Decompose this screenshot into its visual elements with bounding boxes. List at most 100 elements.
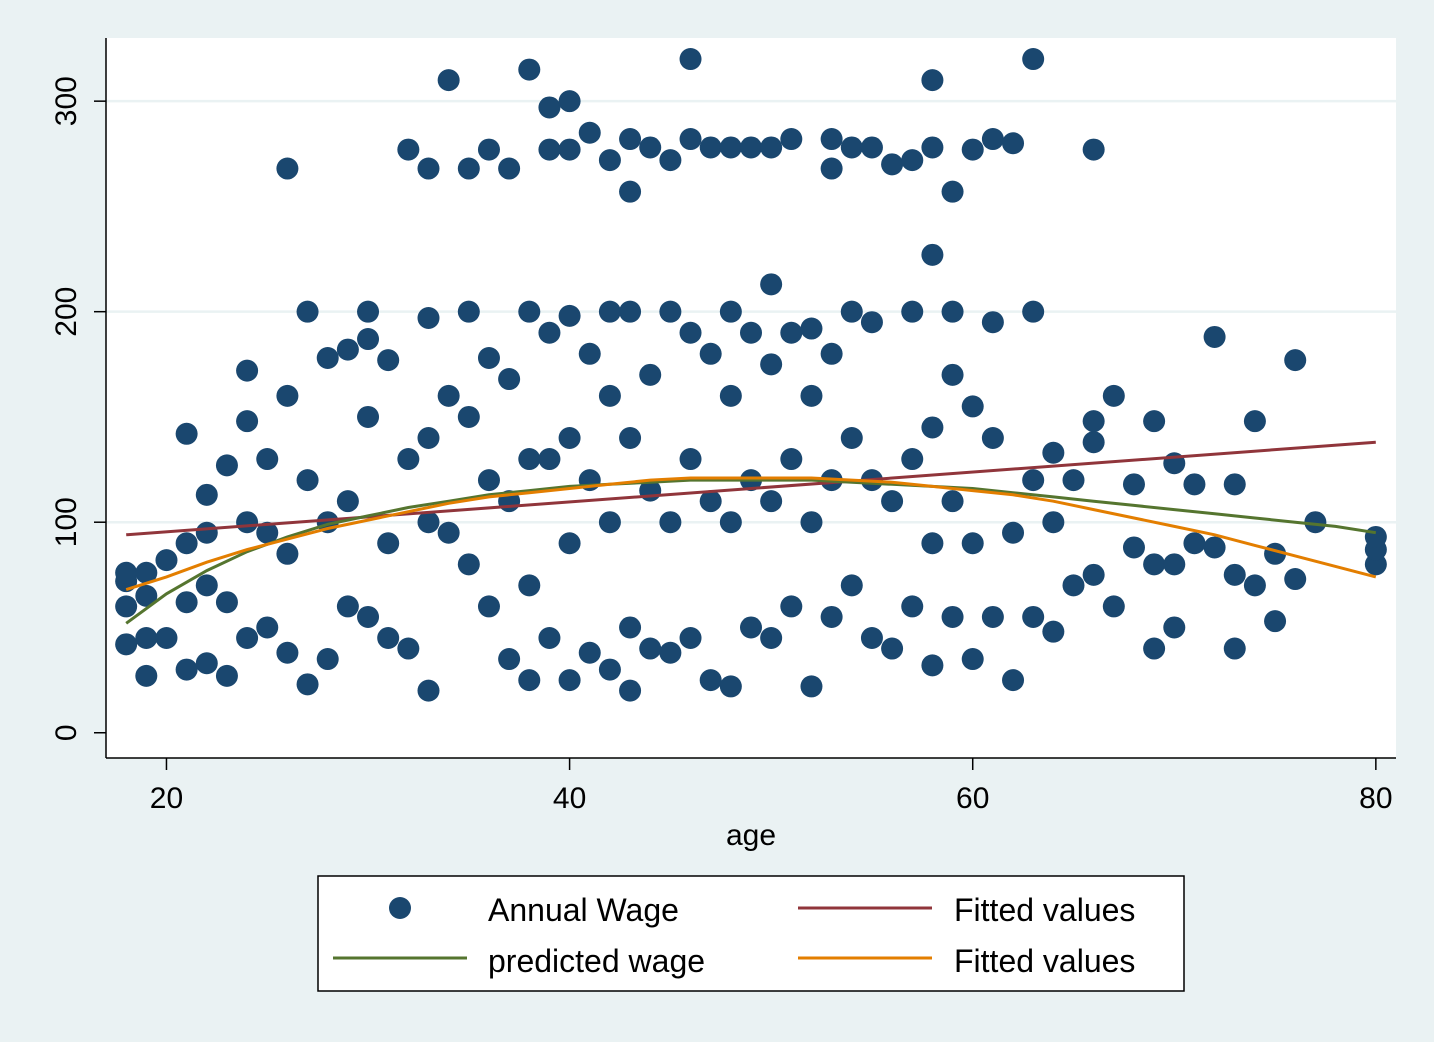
scatter-point xyxy=(377,532,400,555)
scatter-point xyxy=(961,138,984,161)
scatter-point xyxy=(397,138,420,161)
fitted-linear-line xyxy=(126,440,1376,537)
scatter-point xyxy=(175,532,198,555)
scatter-point xyxy=(820,128,843,151)
scatter-point xyxy=(578,121,601,144)
scatter-point xyxy=(699,669,722,692)
scatter-point xyxy=(800,675,823,698)
scatter-point xyxy=(780,128,803,151)
scatter-point xyxy=(921,69,944,92)
scatter-point xyxy=(961,648,984,671)
scatter-point xyxy=(941,300,964,323)
y-axis-ticks: 0 100 200 300 xyxy=(50,76,106,741)
scatter-point xyxy=(679,321,702,344)
scatter-point xyxy=(1304,511,1327,534)
scatter-point xyxy=(981,605,1004,628)
scatter-point xyxy=(1243,410,1266,433)
scatter-point xyxy=(1122,473,1145,496)
scatter-point xyxy=(1122,536,1145,559)
scatter-point xyxy=(760,353,783,376)
scatter-point xyxy=(860,136,883,159)
scatter-point xyxy=(901,149,924,172)
scatter-point xyxy=(498,368,521,391)
scatter-point xyxy=(1082,563,1105,586)
scatter-point xyxy=(518,58,541,81)
y-tick-label: 0 xyxy=(50,724,83,741)
scatter-point xyxy=(417,511,440,534)
scatter-point xyxy=(800,511,823,534)
scatter-point xyxy=(135,561,158,584)
scatter-point xyxy=(719,300,742,323)
scatter-point xyxy=(236,511,259,534)
scatter-point xyxy=(357,405,380,428)
x-tick-label: 80 xyxy=(1359,782,1392,815)
scatter-point xyxy=(760,627,783,649)
legend: Annual Wage Fitted values predicted wage… xyxy=(317,875,1185,992)
scatter-point xyxy=(1022,605,1045,628)
axes xyxy=(105,38,1396,759)
legend-label-fitted-quadratic: Fitted values xyxy=(954,943,1135,979)
scatter-point xyxy=(135,627,158,649)
legend-marker-annual-wage xyxy=(389,897,411,919)
scatter-point xyxy=(598,658,621,681)
scatter-point xyxy=(397,637,420,660)
scatter-point xyxy=(417,157,440,180)
scatter-point xyxy=(719,511,742,534)
scatter-point xyxy=(981,427,1004,449)
scatter-point xyxy=(457,157,480,180)
scatter-point xyxy=(740,136,762,159)
scatter-point xyxy=(840,574,863,597)
scatter-point xyxy=(1042,620,1065,643)
scatter-point xyxy=(1364,525,1387,548)
scatter-point xyxy=(619,300,642,323)
scatter-point xyxy=(1223,637,1246,660)
scatter-point xyxy=(115,595,138,618)
scatter-point xyxy=(598,511,621,534)
scatter-point xyxy=(155,627,178,649)
scatter-point xyxy=(135,664,158,687)
scatter-point xyxy=(719,675,742,698)
scatter-point xyxy=(276,641,299,664)
scatter-point xyxy=(740,321,762,344)
scatter-point xyxy=(276,384,299,407)
scatter-point xyxy=(760,273,783,296)
scatter-point xyxy=(659,641,682,664)
scatter-point xyxy=(296,673,319,696)
scatter-point xyxy=(477,347,500,369)
scatter-point xyxy=(740,616,762,639)
x-tick-label: 20 xyxy=(150,782,183,815)
legend-label-annual-wage: Annual Wage xyxy=(488,892,679,928)
scatter-point xyxy=(558,427,581,449)
scatter-point xyxy=(1082,138,1105,161)
scatter-point xyxy=(357,328,380,351)
scatter-point xyxy=(941,490,964,513)
scatter-point xyxy=(679,448,702,471)
scatter-point xyxy=(860,311,883,334)
scatter-point xyxy=(417,427,440,449)
scatter-point xyxy=(881,153,904,176)
scatter-point xyxy=(941,180,964,203)
scatter-point xyxy=(397,448,420,471)
scatter-point xyxy=(1223,473,1246,496)
scatter-point xyxy=(437,384,460,407)
scatter-point xyxy=(1022,469,1045,492)
scatter-point xyxy=(1002,669,1025,692)
scatter-point xyxy=(215,591,238,614)
scatter-point xyxy=(820,605,843,628)
scatter-point xyxy=(417,307,440,329)
scatter-point xyxy=(1143,410,1166,433)
y-tick-label: 100 xyxy=(50,497,83,547)
scatter-point xyxy=(215,454,238,477)
scatter-point xyxy=(538,448,561,471)
scatter-point xyxy=(800,384,823,407)
scatter-point xyxy=(296,300,319,323)
x-axis-ticks: 20 40 60 80 xyxy=(150,758,1393,815)
scatter-point xyxy=(195,574,218,597)
scatter-point xyxy=(336,490,359,513)
scatter-point xyxy=(558,90,581,113)
scatter-point xyxy=(477,595,500,618)
scatter-point xyxy=(135,584,158,607)
scatter-point xyxy=(1163,616,1186,639)
scatter-point xyxy=(1022,300,1045,323)
scatter-point xyxy=(538,96,561,119)
